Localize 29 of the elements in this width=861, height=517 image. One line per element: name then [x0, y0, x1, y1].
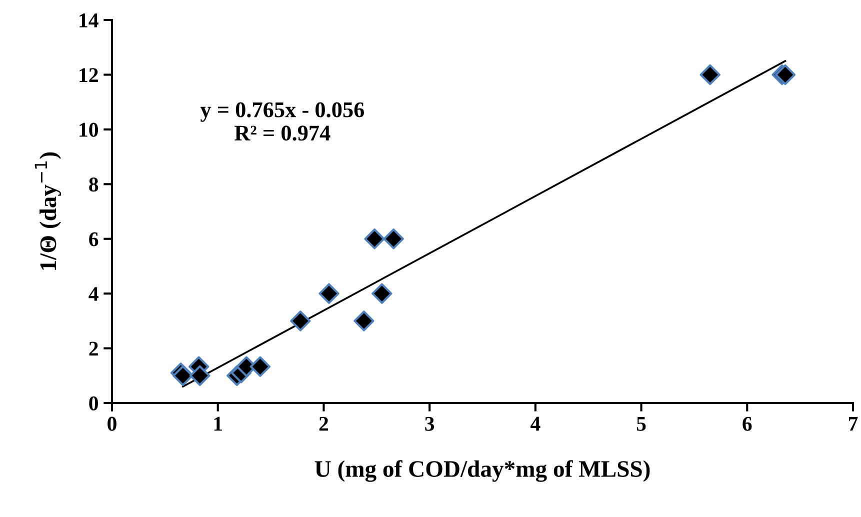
point — [354, 310, 374, 332]
point — [372, 283, 392, 304]
point — [383, 228, 404, 250]
point — [700, 64, 720, 86]
x-tick-label: 2 — [319, 416, 328, 431]
x-tick-label: 5 — [636, 417, 646, 431]
point — [190, 365, 210, 386]
x-tick-label: 3 — [425, 416, 434, 431]
point — [318, 283, 340, 304]
x-axis-title: U (mg of COD/day*mg of MLSS) — [314, 460, 650, 482]
x-tick-label: 0 — [108, 416, 116, 431]
y-tick-label: 2 — [89, 342, 98, 356]
annotation: y = 0.765x - 0.056 R² = 0.974 — [200, 102, 364, 141]
y-tick-label: 6 — [89, 232, 98, 246]
y-axis-title: 1/Θ (day$^{−1}$) — [34, 152, 62, 270]
y-tick-label: 12 — [80, 68, 98, 82]
point — [364, 228, 385, 250]
point — [290, 310, 311, 332]
y-tick-label: 8 — [89, 178, 98, 192]
x-tick-label: 6 — [742, 416, 752, 431]
y-tick-label: 14 — [80, 13, 98, 28]
y-tick-label: 10 — [80, 122, 98, 137]
x-tick-label: 1 — [214, 416, 222, 431]
x-tick-label: 4 — [530, 416, 540, 431]
y-tick-label: 4 — [88, 287, 98, 301]
point — [774, 64, 796, 86]
point — [250, 356, 271, 377]
x-tick-label: 7 — [848, 417, 858, 431]
y-tick-label: 0 — [89, 396, 98, 410]
